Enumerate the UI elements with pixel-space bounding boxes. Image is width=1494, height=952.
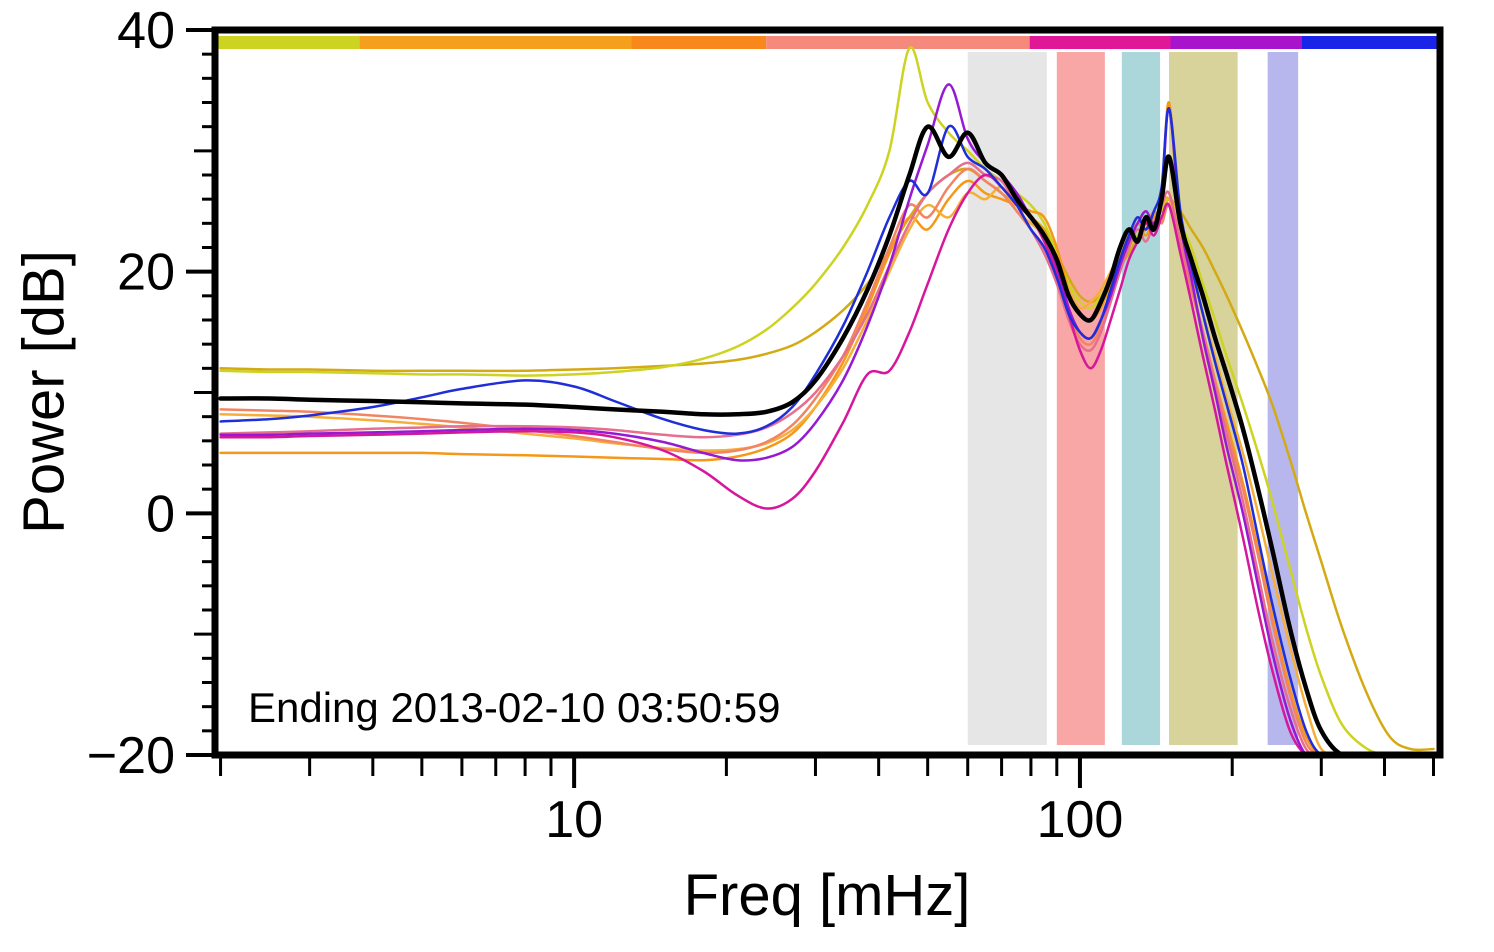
series-line-purple (219, 83, 1435, 755)
teal-band (1121, 52, 1161, 745)
x-axis-label: Freq [mHz] (683, 863, 971, 928)
y-tick-label: 20 (117, 244, 175, 302)
pink-band (1056, 52, 1105, 745)
strip-orange (359, 36, 632, 49)
strip-magenta (1029, 36, 1171, 49)
strip-blue (1301, 36, 1440, 49)
strip-deep-orange (631, 36, 767, 49)
gray-band (967, 52, 1047, 745)
series-line-blue (219, 107, 1435, 755)
x-tick-label: 100 (1037, 791, 1124, 849)
series-line-rose (219, 161, 1435, 755)
series-group (218, 46, 1436, 755)
series-line-mean-black (218, 124, 1436, 755)
annotation-ending-time: Ending 2013-02-10 03:50:59 (248, 684, 781, 731)
strip-yellowgreen (215, 36, 360, 49)
y-tick-label: 0 (146, 485, 175, 543)
plot-frame (211, 26, 1444, 759)
strip-purple (1170, 36, 1302, 49)
y-tick-label: −20 (87, 727, 175, 785)
x-tick-label: 10 (545, 791, 603, 849)
y-tick-label: 40 (117, 2, 175, 60)
y-axis-label: Power [dB] (11, 250, 77, 534)
strip-salmon (766, 36, 1030, 49)
